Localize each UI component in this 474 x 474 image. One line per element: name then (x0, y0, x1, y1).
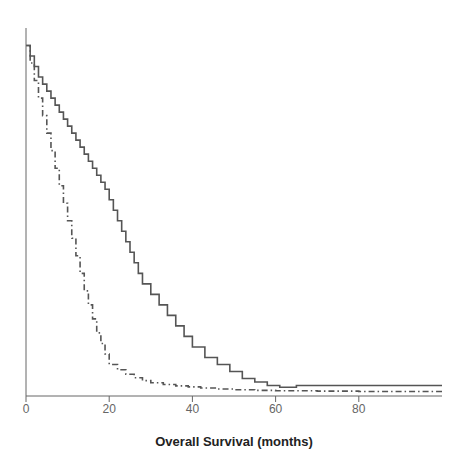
svg-text:20: 20 (103, 402, 117, 416)
svg-text:80: 80 (352, 402, 366, 416)
svg-text:0: 0 (23, 402, 30, 416)
svg-text:Overall Survival (months): Overall Survival (months) (155, 434, 313, 449)
svg-text:40: 40 (186, 402, 200, 416)
svg-text:60: 60 (269, 402, 283, 416)
